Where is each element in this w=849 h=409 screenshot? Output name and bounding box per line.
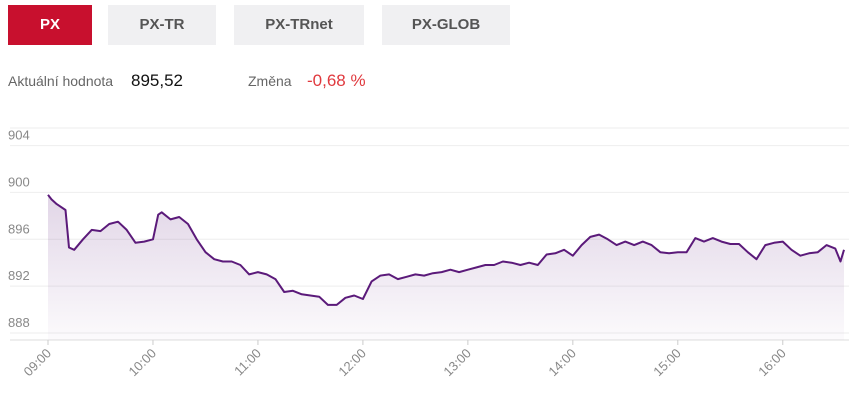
value-label: Aktuální hodnota [8,73,114,89]
line [47,194,845,306]
tab[interactable]: PX-TR [108,5,216,45]
y-tick-label: 892 [8,268,30,283]
x-tick-label: 11:00 [231,346,264,379]
tab[interactable]: PX-TRnet [234,5,364,45]
x-tick-label: 15:00 [650,346,684,380]
x-tick-label: 10:00 [125,346,159,380]
x-tick-label: 13:00 [440,346,474,380]
y-tick-label: 896 [8,221,30,236]
y-tick-label: 900 [8,174,30,189]
change-label: Změna [248,73,292,89]
change: -0,68 % [307,71,366,90]
x-tick-label: 14:00 [545,346,579,380]
y-tick-label: 888 [8,315,30,330]
tab[interactable]: PX-GLOB [382,5,510,45]
value: 895,52 [131,71,183,90]
y-tick-label: 904 [8,128,30,143]
x-tick-label: 09:00 [21,346,55,380]
x-tick-label: 12:00 [335,346,369,380]
area [48,194,845,340]
x-tick-label: 16:00 [755,346,789,380]
tab[interactable]: PX [8,5,92,45]
